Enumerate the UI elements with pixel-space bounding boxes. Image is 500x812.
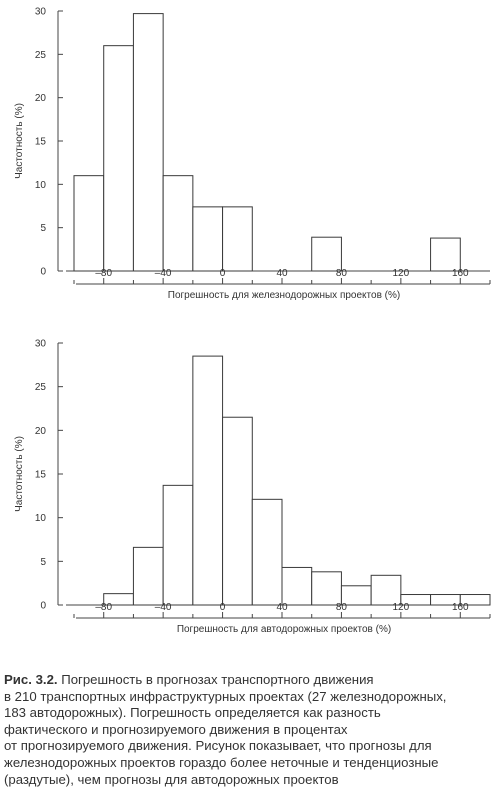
panel-1-bar [430,237,461,272]
panel-2-x-axis-label: Погрешность для автодорожных проектов (%… [177,624,391,635]
panel-2-x-tick-label: 120 [393,602,410,613]
panel-1-bar [311,236,342,272]
caption-line-7: (раздутые), чем прогнозы для автодорожны… [4,771,339,787]
panel-1-y-axis-label: Частотность (%) [14,103,25,179]
caption-line-5: от прогнозируемого движения. Рисунок пок… [4,738,432,754]
panel-1-x-tick-label: –80 [95,268,112,279]
panel-2-y-tick-label: 25 [35,382,47,393]
panel-1-bar [192,206,224,272]
panel-1-x-tick-label: 80 [336,268,348,279]
panel-1-bar [162,175,194,272]
panel-1-y-tick-label: 25 [35,50,47,61]
caption-line-4: фактического и прогнозируемого движения … [4,721,348,737]
panel-1-bar [132,13,164,272]
panel-1-x-tick-label: 0 [220,268,226,279]
panel-2-y-tick-label: 15 [35,470,47,481]
panel-1-x-tick-label: 120 [393,268,410,279]
figure-caption: Рис. 3.2. Погрешность в прогнозах трансп… [4,672,496,788]
panel-2-bar [370,574,402,606]
panel-1-bar [222,206,253,272]
caption-label: Рис. 3.2. [4,672,58,687]
panel-1-y-tick-label: 0 [40,267,46,278]
panel-1-bar [103,45,134,272]
panel-2-bar [311,571,342,606]
panel-2-bar [222,416,253,606]
panel-2-y-tick-label: 0 [40,601,46,612]
panel-1-y-tick-label: 30 [35,7,47,18]
panel-2-y-tick-label: 30 [35,339,47,350]
panel-2-x-tick-label: 40 [276,602,288,613]
panel-2-bar [251,498,283,606]
panel-2-x-tick-label: 0 [220,602,226,613]
caption-text-1: Погрешность в прогнозах транспортного дв… [57,672,374,687]
panel-1-y-tick-label: 20 [35,93,47,104]
caption-line-2: в 210 транспортных инфраструктурных прое… [4,688,447,704]
panel-1-y-tick-label: 15 [35,137,47,148]
panel-2-x-tick-label: 80 [336,602,348,613]
panel-2-y-axis-label: Частотность (%) [14,436,25,512]
panel-2-x-tick-label: –40 [155,602,172,613]
panel-2-bar [459,594,491,606]
panel-2-bar [192,355,224,606]
panel-1-y-tick-label: 5 [40,223,46,234]
panel-2-y-tick-label: 10 [35,513,47,524]
panel-1-bar [73,175,105,272]
panel-1-x-tick-label: 160 [452,268,469,279]
panel-2-bar [281,566,313,606]
caption-line-3: 183 автодорожных). Погрешность определяе… [4,705,381,721]
panel-1-y-tick-label: 10 [35,180,47,191]
caption-line-6: железнодорожных проектов гораздо более н… [4,754,439,770]
panel-1-x-tick-label: 40 [276,268,288,279]
panel-2-y-tick-label: 5 [40,557,46,568]
panel-2-bar [162,484,194,606]
panel-2-bar [132,546,164,606]
panel-2-y-tick-label: 20 [35,426,47,437]
histograms-figure: 0 5 10 15 20 25 30 Частотность (%) –80 –40 0 40 80 12… [14,7,491,635]
panel-2-x-tick-label: 160 [452,602,469,613]
panel-2-x-tick-label: –80 [95,602,112,613]
panel-1-x-tick-label: –40 [155,268,172,279]
panel-1-x-axis-label: Погрешность для железнодорожных проектов… [168,290,400,301]
caption-line-1: Рис. 3.2. Погрешность в прогнозах трансп… [4,672,496,689]
